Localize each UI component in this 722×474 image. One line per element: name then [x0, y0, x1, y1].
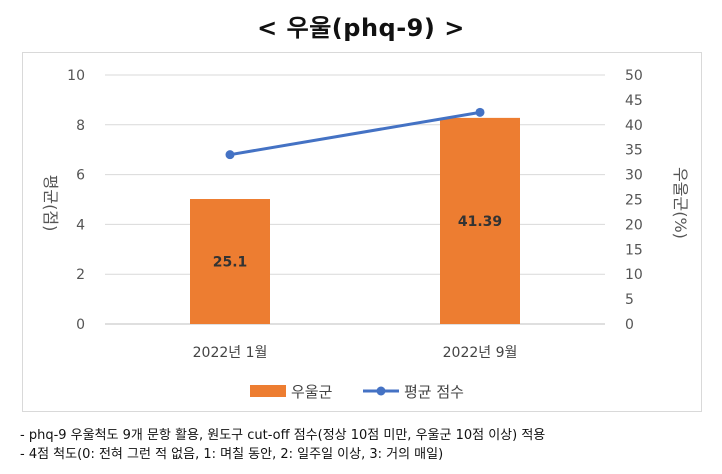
line-point	[475, 107, 485, 117]
chart-svg: 0 2 4 6 8 10 0 5 10 15 20 25 30 35 40 45 50 25.1 41.39 2…	[41, 68, 690, 401]
bar-series	[190, 117, 520, 324]
left-tick-label: 10	[67, 68, 85, 84]
line-path	[229, 110, 481, 157]
legend: 우울군 평균 점수	[250, 383, 464, 401]
legend-marker-line	[376, 386, 386, 396]
right-tick-label: 50	[625, 68, 643, 84]
right-tick-label: 45	[625, 93, 643, 109]
legend-swatch-bar	[250, 385, 286, 397]
right-tick-label: 40	[625, 118, 643, 134]
bar-data-labels: 25.1 41.39	[213, 214, 502, 271]
left-tick-label: 8	[76, 118, 85, 134]
gridlines	[105, 74, 605, 325]
right-tick-label: 10	[625, 267, 643, 283]
chart-title: < 우울(phq-9) >	[257, 14, 465, 42]
left-tick-label: 6	[76, 168, 85, 184]
right-tick-label: 5	[625, 292, 634, 308]
footnotes: - phq-9 우울척도 9개 문항 활용, 원도구 cut-off 점수(정상…	[20, 426, 545, 464]
x-tick-label: 2022년 1월	[193, 345, 268, 361]
left-tick-label: 4	[76, 217, 85, 233]
legend-label-bar: 우울군	[291, 383, 333, 401]
bar	[190, 199, 270, 324]
right-tick-label: 20	[625, 217, 643, 233]
right-tick-label: 15	[625, 242, 643, 258]
right-axis-ticks: 0 5 10 15 20 25 30 35 40 45 50	[625, 68, 643, 333]
footnote-1: - phq-9 우울척도 9개 문항 활용, 원도구 cut-off 점수(정상…	[20, 428, 546, 443]
left-tick-label: 0	[76, 317, 85, 333]
bar	[440, 117, 520, 324]
x-tick-label: 2022년 9월	[443, 345, 518, 361]
legend-label-line: 평균 점수	[404, 383, 464, 401]
line-point	[225, 150, 235, 160]
right-tick-label: 35	[625, 143, 643, 159]
left-tick-label: 2	[76, 267, 85, 283]
x-axis-ticks: 2022년 1월 2022년 9월	[193, 345, 518, 361]
right-axis-label: 우울군(%)	[671, 167, 690, 239]
right-tick-label: 25	[625, 193, 643, 209]
bar-data-label: 41.39	[458, 214, 502, 230]
right-tick-label: 0	[625, 317, 634, 333]
bar-data-label: 25.1	[213, 255, 248, 271]
left-axis-ticks: 0 2 4 6 8 10	[67, 68, 85, 333]
footnote-2: - 4점 척도(0: 전혀 그런 적 없음, 1: 며칠 동안, 2: 일주일 …	[20, 447, 444, 462]
chart-area: 0 2 4 6 8 10 0 5 10 15 20 25 30 35 40 45 50 25.1 41.39 2…	[22, 52, 702, 412]
line-series	[225, 107, 485, 160]
left-axis-label: 평균(점)	[41, 175, 60, 232]
right-tick-label: 30	[625, 168, 643, 184]
